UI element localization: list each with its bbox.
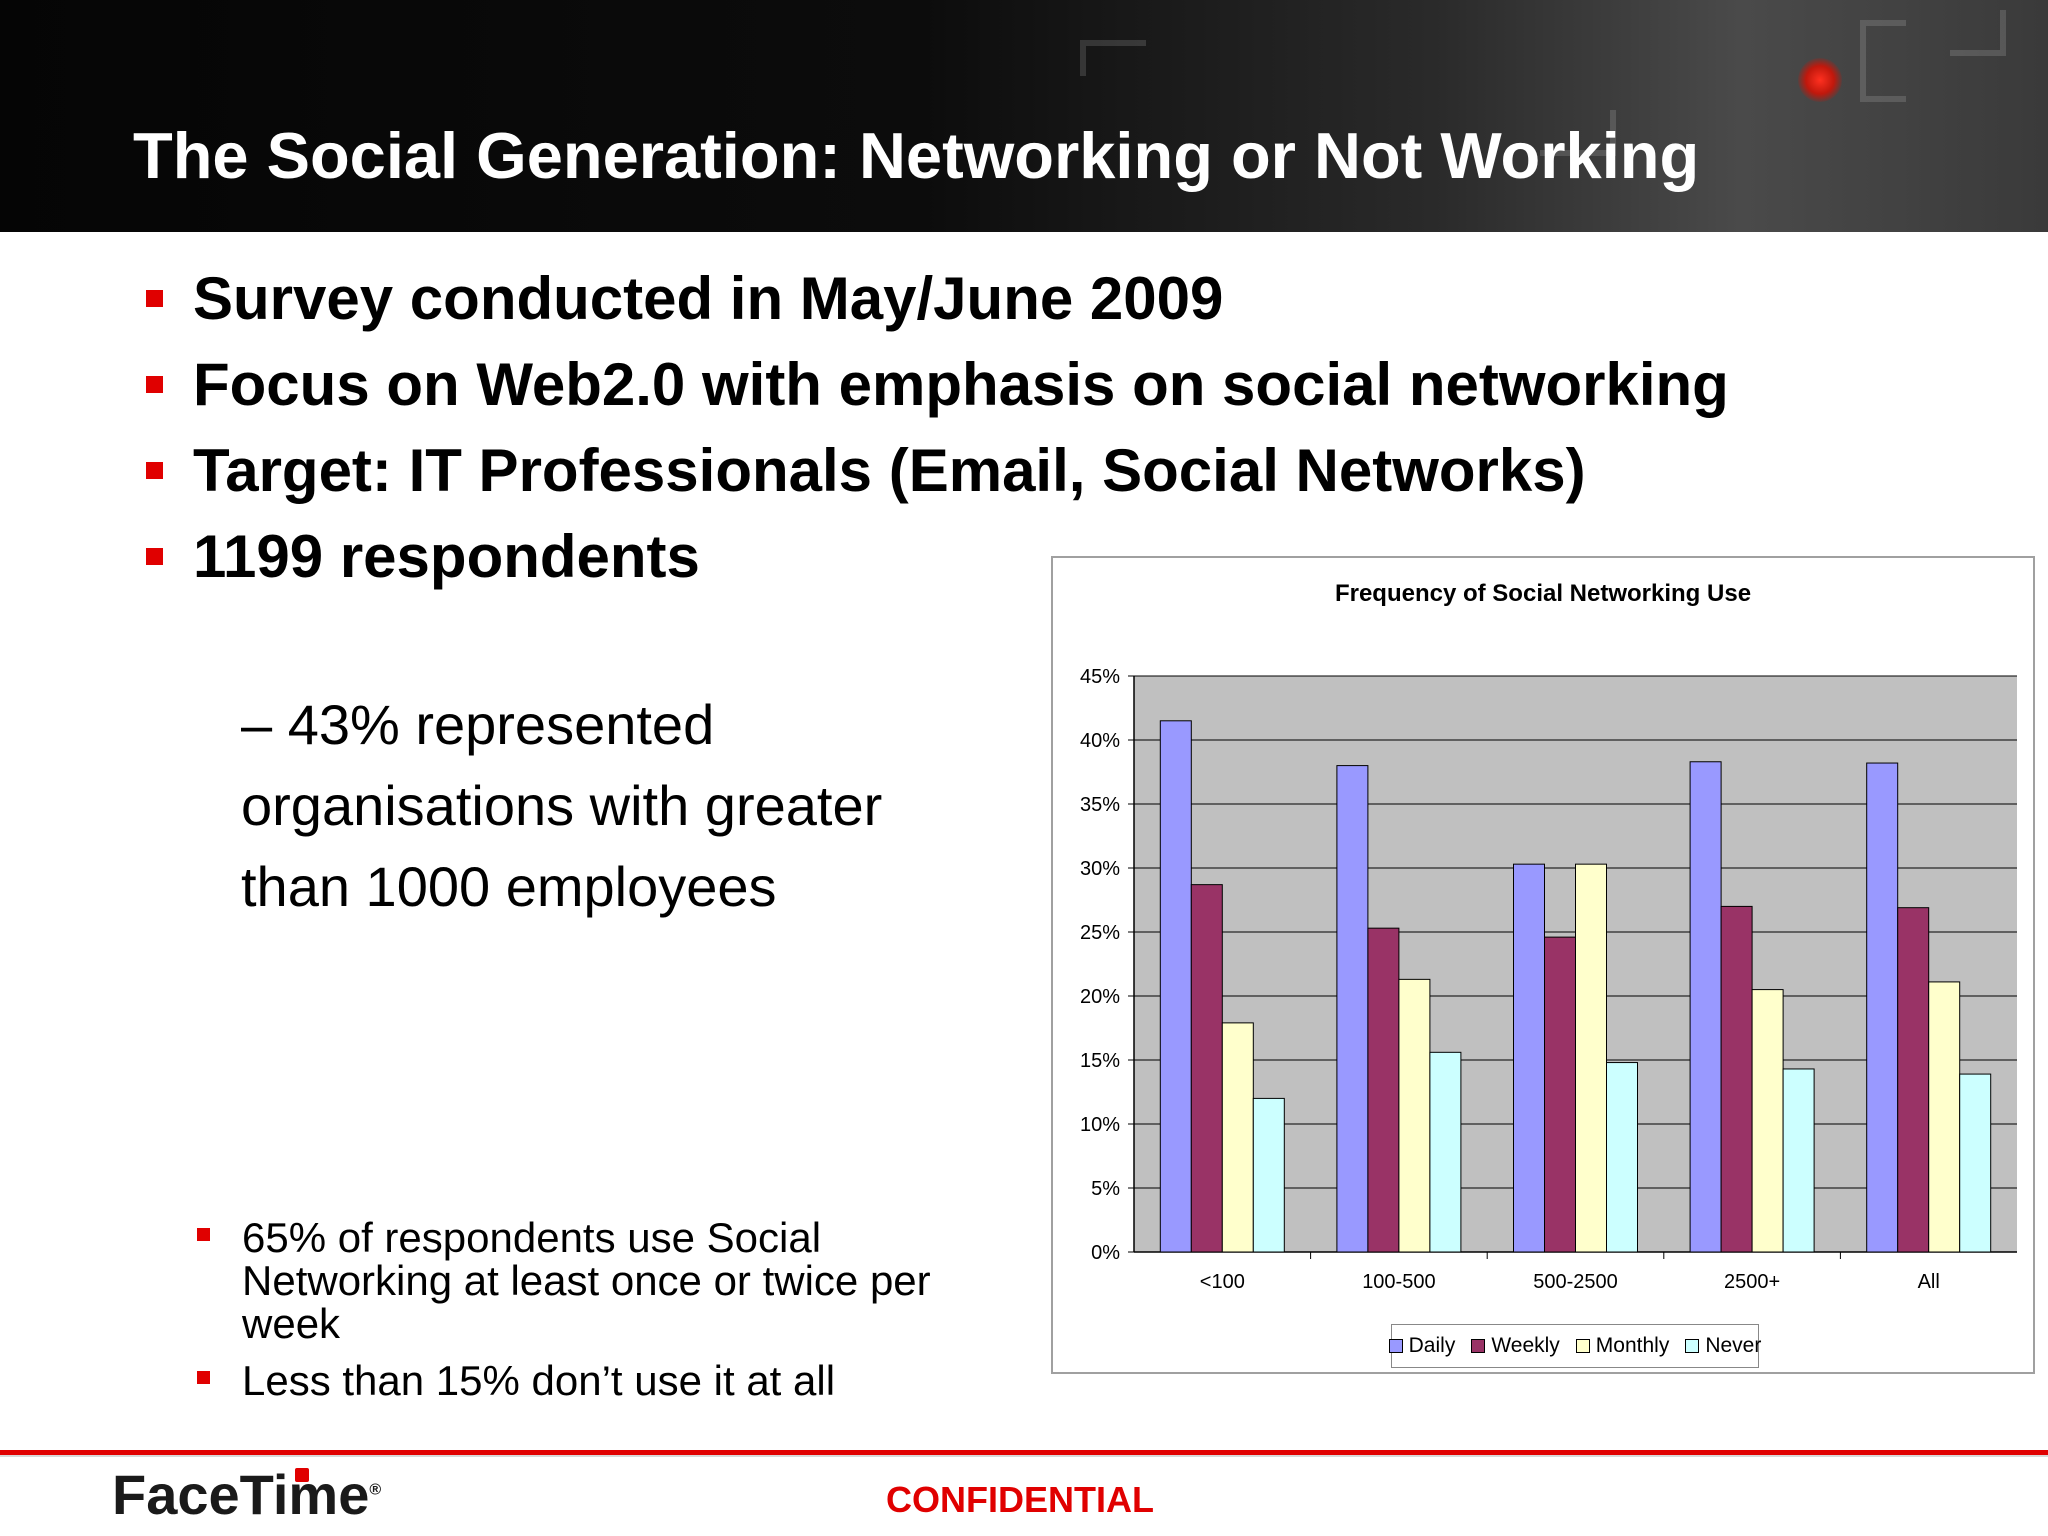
bar-monthly bbox=[1221, 1022, 1254, 1253]
bar-chart: 0% 5% 10% 15% 20% 25% 30% 35% 40% 45% <100 100-500 5… bbox=[1080, 666, 2017, 1293]
footer-divider bbox=[0, 1455, 2048, 1457]
bar-never bbox=[1429, 1051, 1462, 1253]
chart-title: Frequency of Social Networking Use bbox=[1334, 580, 1752, 607]
x-tick-label: <100 bbox=[1200, 1271, 1245, 1293]
legend-item-monthly: Monthly bbox=[1575, 1334, 1669, 1358]
legend-swatch-weekly bbox=[1471, 1339, 1486, 1353]
bar-never bbox=[1782, 1068, 1815, 1253]
bar-never bbox=[1959, 1073, 1992, 1253]
bullet-item: Survey conducted in May/June 2009 bbox=[143, 264, 1729, 350]
bar-daily bbox=[1689, 761, 1722, 1253]
y-tick-label: 45% bbox=[1080, 666, 1120, 688]
x-tick-label: 500-2500 bbox=[1533, 1271, 1618, 1293]
bar-daily bbox=[1336, 765, 1369, 1253]
legend-item-never: Never bbox=[1685, 1334, 1761, 1358]
findings-list: 65% of respondents use Social Networking… bbox=[190, 1216, 950, 1416]
bullet-square-icon bbox=[146, 548, 163, 565]
footer-red-line bbox=[0, 1450, 2048, 1455]
bullet-square-icon bbox=[146, 462, 163, 479]
legend-item-daily: Daily bbox=[1388, 1334, 1455, 1358]
finding-item: 65% of respondents use Social Networking… bbox=[190, 1216, 950, 1345]
bar-weekly bbox=[1720, 905, 1753, 1253]
x-tick-label: All bbox=[1918, 1271, 1940, 1293]
y-tick-label: 35% bbox=[1080, 794, 1120, 816]
decorative-bracket bbox=[1080, 40, 1146, 76]
y-tick-label: 10% bbox=[1080, 1114, 1120, 1136]
bullet-square-icon bbox=[197, 1371, 210, 1384]
y-tick-label: 15% bbox=[1080, 1050, 1120, 1072]
bar-monthly bbox=[1575, 863, 1607, 1253]
chart-container: Frequency of Social Networking Use 0% 5% 1… bbox=[1051, 556, 2035, 1374]
bullet-square-icon bbox=[197, 1228, 210, 1241]
y-tick-label: 0% bbox=[1091, 1242, 1120, 1264]
y-tick-label: 5% bbox=[1091, 1178, 1120, 1200]
bar-daily bbox=[1513, 863, 1545, 1253]
legend-swatch-monthly bbox=[1575, 1339, 1590, 1353]
red-glow bbox=[1798, 58, 1842, 102]
bar-monthly bbox=[1398, 978, 1431, 1253]
decorative-bracket bbox=[1950, 10, 2006, 56]
chart-legend: Daily Weekly Monthly Never bbox=[1388, 1324, 1761, 1368]
decorative-bracket bbox=[1860, 20, 1906, 102]
y-tick-label: 40% bbox=[1080, 730, 1120, 752]
legend-item-weekly: Weekly bbox=[1471, 1334, 1560, 1358]
y-tick-label: 20% bbox=[1080, 986, 1120, 1008]
logo-red-mark bbox=[295, 1468, 309, 1482]
legend-swatch-daily bbox=[1388, 1339, 1403, 1353]
bar-weekly bbox=[1544, 936, 1576, 1253]
bar-weekly bbox=[1367, 927, 1400, 1253]
registered-mark: ® bbox=[369, 1481, 382, 1499]
bullet-item: Focus on Web2.0 with emphasis on social … bbox=[143, 350, 1729, 436]
bar-weekly bbox=[1190, 884, 1223, 1253]
bar-weekly bbox=[1897, 907, 1930, 1253]
main-bullet-list: Survey conducted in May/June 2009 Focus … bbox=[143, 264, 1729, 608]
bullet-square-icon bbox=[146, 376, 163, 393]
bar-daily bbox=[1159, 720, 1192, 1253]
bar-monthly bbox=[1928, 981, 1961, 1253]
confidential-label: CONFIDENTIAL bbox=[886, 1479, 1154, 1520]
bullet-item: Target: IT Professionals (Email, Social … bbox=[143, 436, 1729, 522]
bar-never bbox=[1606, 1062, 1638, 1253]
bullet-square-icon bbox=[146, 290, 163, 307]
facetime-logo: FaceTime® bbox=[112, 1463, 382, 1526]
sub-point: – 43% represented organisations with gre… bbox=[241, 693, 883, 918]
bar-never bbox=[1252, 1097, 1285, 1253]
bar-monthly bbox=[1751, 989, 1784, 1253]
decorative-bracket bbox=[1540, 110, 1616, 156]
x-tick-label: 100-500 bbox=[1362, 1271, 1435, 1293]
bar-daily bbox=[1866, 762, 1899, 1253]
slide-title: The Social Generation: Networking or Not… bbox=[133, 119, 1700, 192]
x-tick-label: 2500+ bbox=[1724, 1271, 1780, 1293]
finding-item: Less than 15% don’t use it at all bbox=[190, 1359, 950, 1402]
y-tick-label: 30% bbox=[1080, 858, 1120, 880]
header-banner: The Social Generation: Networking or Not… bbox=[0, 0, 2048, 232]
bullet-item: 1199 respondents bbox=[143, 522, 1729, 608]
legend-swatch-never bbox=[1685, 1339, 1700, 1353]
y-tick-label: 25% bbox=[1080, 922, 1120, 944]
